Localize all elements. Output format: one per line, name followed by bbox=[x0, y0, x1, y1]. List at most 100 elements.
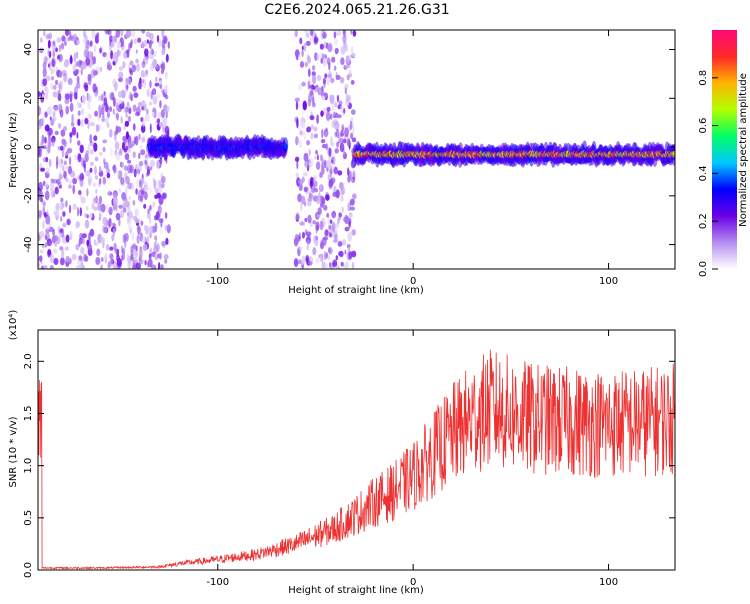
spectrogram-cell bbox=[55, 209, 60, 217]
spectrogram-cell bbox=[99, 66, 103, 73]
spectrogram-cell bbox=[40, 197, 44, 203]
spectrogram-cell bbox=[333, 156, 336, 165]
spectrogram-cell bbox=[116, 112, 119, 121]
spectrogram-cell bbox=[310, 183, 316, 194]
spectrogram-cell bbox=[148, 225, 153, 234]
spectrogram-cell bbox=[335, 223, 340, 228]
spectrogram-cell bbox=[328, 224, 332, 230]
spectrogram-cell bbox=[343, 264, 348, 269]
spectrogram-cell bbox=[42, 201, 46, 208]
spectrogram-cell bbox=[293, 237, 299, 247]
spectrogram-cell bbox=[124, 239, 127, 249]
spectrogram-cell bbox=[69, 93, 73, 103]
spectrogram-cell bbox=[329, 261, 332, 268]
spectrogram-cell bbox=[113, 97, 116, 107]
spectrogram-cell bbox=[87, 93, 92, 103]
spectrogram-cell bbox=[344, 216, 350, 225]
spectrogram-cell bbox=[48, 60, 52, 71]
spectrogram-cell bbox=[52, 84, 57, 90]
spectrogram-cell bbox=[81, 94, 86, 104]
spectrogram-cell bbox=[152, 201, 156, 208]
spectrogram-cell bbox=[77, 118, 81, 126]
spectrogram-cell bbox=[117, 188, 122, 194]
spectrogram-cell bbox=[159, 100, 162, 109]
colorbar-tick-label: 0.0 bbox=[698, 261, 709, 277]
spectrogram-cell bbox=[131, 64, 137, 73]
spectrogram-cell bbox=[93, 44, 97, 53]
spectrogram-cell bbox=[92, 83, 97, 93]
spectrogram-cell bbox=[108, 106, 113, 112]
spectrogram-cell bbox=[100, 107, 105, 115]
spectrogram-cell bbox=[310, 88, 314, 95]
spectrogram-cell bbox=[80, 196, 86, 204]
spectrogram-cell bbox=[85, 205, 89, 211]
x-tick-label: 0 bbox=[410, 276, 416, 287]
spectrogram-cell bbox=[128, 141, 132, 148]
spectrogram-cell bbox=[327, 73, 332, 78]
spectrogram-cell bbox=[38, 106, 42, 116]
spectrogram-cell bbox=[325, 127, 328, 132]
spectrogram-cell bbox=[324, 73, 328, 79]
spectrogram-cell bbox=[157, 262, 161, 269]
spectrogram-cell bbox=[42, 78, 48, 87]
spectrogram-cell bbox=[52, 118, 55, 124]
spectrogram-cell bbox=[55, 202, 60, 212]
spectrogram-cell bbox=[57, 54, 61, 60]
x-tick-label: 100 bbox=[599, 577, 618, 588]
spectrogram-cell bbox=[118, 204, 123, 209]
spectrogram-cell bbox=[70, 170, 76, 178]
spectrogram-cell bbox=[70, 121, 75, 127]
spectrogram-cell bbox=[144, 113, 150, 122]
snr-scale-label: (x10⁴) bbox=[8, 310, 19, 341]
spectrogram-cell bbox=[338, 241, 343, 247]
spectrogram-cell bbox=[79, 119, 84, 127]
spectrogram-cell bbox=[124, 153, 130, 161]
spectrogram-cell bbox=[137, 225, 141, 235]
spectrogram-cell bbox=[135, 178, 140, 188]
spectrogram-cell bbox=[102, 139, 108, 144]
spectrogram-cell bbox=[68, 184, 72, 189]
spectrogram-cell bbox=[98, 151, 103, 156]
spectrogram-cell bbox=[65, 177, 69, 182]
spectrogram-cell bbox=[122, 234, 127, 244]
spectrogram-cell bbox=[116, 41, 122, 49]
spectrogram-cell bbox=[77, 154, 82, 163]
spectrogram-cell bbox=[150, 90, 153, 100]
spectrogram-cell bbox=[145, 225, 149, 235]
spectrogram-cell bbox=[76, 206, 80, 217]
spectrogram-cell bbox=[126, 211, 130, 217]
spectrogram-cell bbox=[130, 39, 133, 45]
y-tick-label: -40 bbox=[23, 236, 34, 252]
spectrogram-cell bbox=[348, 95, 351, 102]
spectrogram-cell bbox=[102, 52, 107, 58]
spectrogram-cell bbox=[154, 255, 159, 261]
spectrogram-cell bbox=[60, 42, 65, 50]
spectrogram-cell bbox=[301, 81, 306, 87]
spectrogram-cell bbox=[105, 117, 109, 126]
spectrogram-cell bbox=[72, 203, 77, 210]
spectrogram-cell bbox=[321, 128, 324, 139]
spectrogram-cell bbox=[133, 136, 137, 144]
y-tick-label: -20 bbox=[23, 188, 34, 204]
colorbar-tick-label: 0.6 bbox=[698, 118, 709, 134]
spectrogram-cell bbox=[48, 63, 51, 68]
spectrogram-cell bbox=[330, 77, 335, 84]
spectrogram-cell bbox=[77, 140, 81, 146]
spectrogram-cell bbox=[313, 177, 316, 185]
spectrogram-cell bbox=[69, 136, 72, 144]
spectrogram-cell bbox=[103, 158, 106, 165]
spectrogram-cell bbox=[325, 252, 328, 259]
spectrogram-cell bbox=[52, 50, 56, 58]
spectrogram-cell bbox=[39, 47, 44, 53]
spectrogram-cell bbox=[147, 258, 153, 268]
spectrogram-cell bbox=[80, 257, 83, 267]
spectrogram-cell bbox=[94, 36, 100, 44]
spectrogram-cell bbox=[307, 200, 312, 207]
spectrogram-cell bbox=[283, 143, 288, 149]
spectrogram-cell bbox=[45, 215, 51, 225]
spectrogram-cell bbox=[141, 41, 145, 48]
spectrogram-cell bbox=[328, 147, 332, 157]
spectrogram-cell bbox=[321, 143, 327, 149]
spectrogram-cell bbox=[154, 235, 158, 241]
spectrogram-cell bbox=[331, 211, 337, 219]
